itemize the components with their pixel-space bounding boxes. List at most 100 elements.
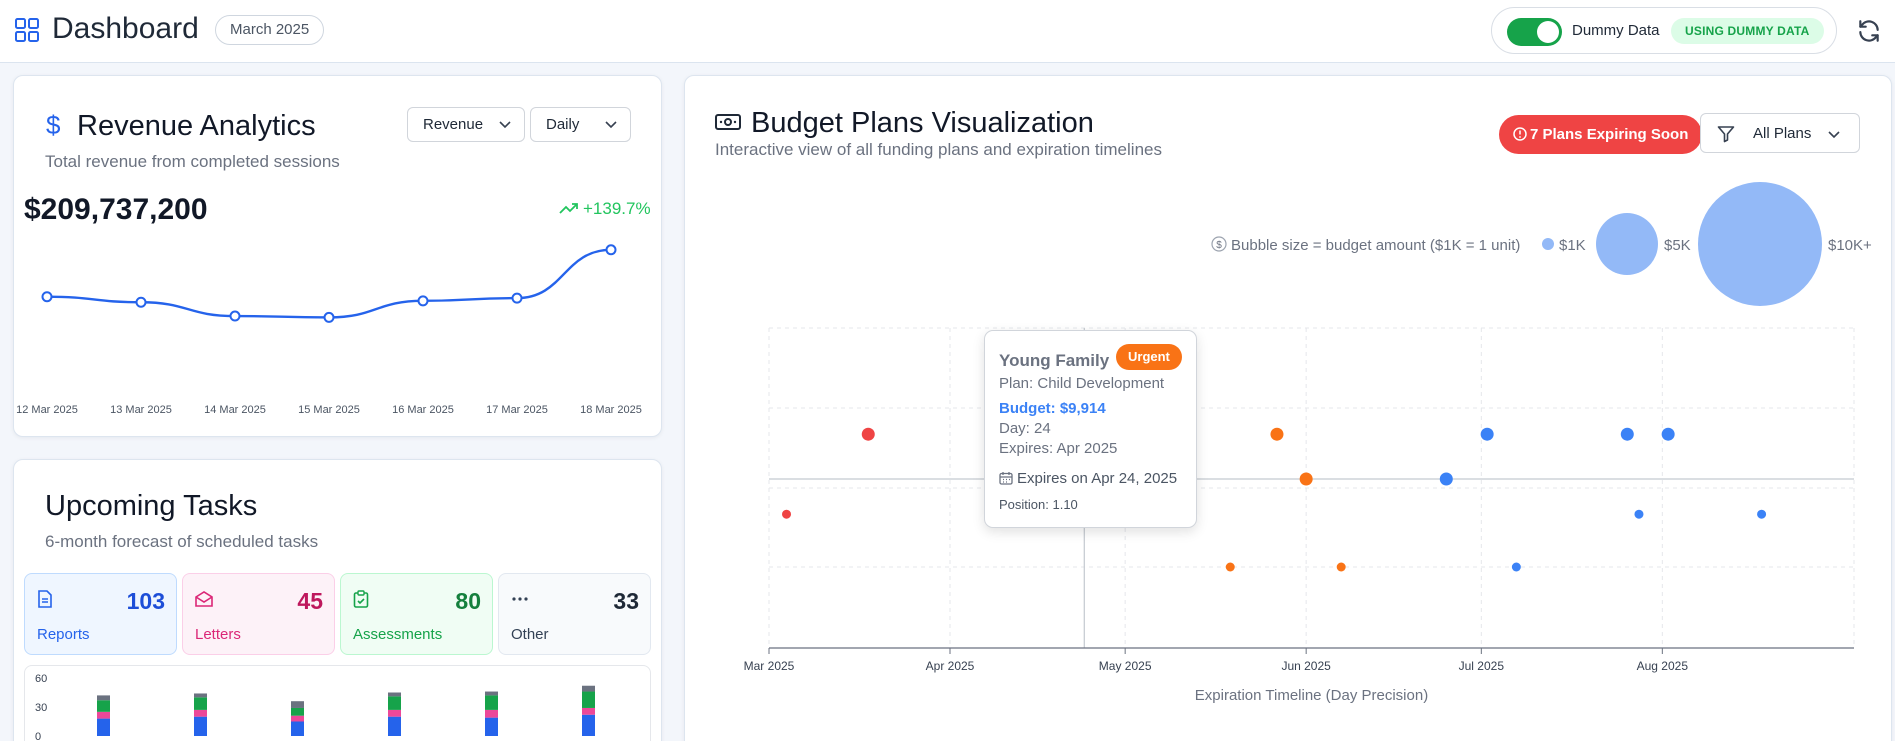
refresh-icon[interactable] <box>1856 18 1882 44</box>
plans-expiring-label: 7 Plans Expiring Soon <box>1530 126 1689 143</box>
toggle-knob <box>1537 21 1559 43</box>
task-bar-segment[interactable] <box>388 709 401 717</box>
revenue-title: Revenue Analytics <box>77 110 316 142</box>
plan-bubble[interactable] <box>1336 562 1346 572</box>
task-bar-segment[interactable] <box>388 692 401 697</box>
task-bar-segment[interactable] <box>194 693 207 698</box>
revenue-point[interactable] <box>511 292 523 304</box>
bubble-5k <box>1596 213 1658 275</box>
x-tick-label: 16 Mar 2025 <box>392 404 454 416</box>
clipboard-icon <box>353 590 369 613</box>
task-bar-segment[interactable] <box>582 714 595 736</box>
plan-bubble[interactable] <box>1661 427 1675 441</box>
dummy-data-label: Dummy Data <box>1572 22 1660 39</box>
revenue-line-chart: 12 Mar 2025 13 Mar 2025 14 Mar 2025 15 Mar … <box>16 244 642 416</box>
task-bar-segment[interactable] <box>582 691 595 708</box>
bubble-1k <box>1542 238 1554 250</box>
revenue-point[interactable] <box>605 244 617 256</box>
trending-up-icon <box>559 203 578 214</box>
stat-count: 33 <box>613 588 639 614</box>
more-icon <box>511 590 529 613</box>
stat-reports[interactable]: 103 Reports <box>24 573 177 655</box>
task-bar-segment[interactable] <box>582 685 595 692</box>
stat-assessments[interactable]: 80 Assessments <box>340 573 493 655</box>
task-bar-segment[interactable] <box>97 700 110 712</box>
x-tick-label: 18 Mar 2025 <box>580 404 642 416</box>
task-bar-segment[interactable] <box>485 695 498 710</box>
task-bar-segment[interactable] <box>97 718 110 736</box>
stat-letters[interactable]: 45 Letters <box>182 573 335 655</box>
revenue-point[interactable] <box>323 311 335 323</box>
task-bar-segment[interactable] <box>388 716 401 736</box>
alert-circle-icon <box>1513 127 1527 141</box>
x-tick-label: Apr 2025 <box>926 659 975 673</box>
stat-label: Assessments <box>353 626 443 643</box>
dummy-data-toggle[interactable] <box>1507 18 1562 46</box>
plan-bubble[interactable] <box>1225 562 1235 572</box>
stat-count: 80 <box>455 588 481 614</box>
x-tick-label: Aug 2025 <box>1637 659 1689 673</box>
task-bar-segment[interactable] <box>485 691 498 696</box>
revenue-point[interactable] <box>135 296 147 308</box>
page-title: Dashboard <box>52 12 199 45</box>
plan-bubble[interactable] <box>1480 427 1494 441</box>
stat-other[interactable]: 33 Other <box>498 573 651 655</box>
period-select-value: Daily <box>546 116 580 133</box>
calendar-icon <box>999 472 1013 485</box>
banknote-icon <box>715 114 741 130</box>
dashboard-icon <box>15 18 39 42</box>
task-bar-segment[interactable] <box>194 709 207 717</box>
bubble-5k-label: $5K <box>1664 237 1691 254</box>
envelope-icon <box>195 590 213 613</box>
plan-bubble[interactable] <box>1620 427 1634 441</box>
month-badge: March 2025 <box>215 15 325 45</box>
task-bar-segment[interactable] <box>97 711 110 719</box>
x-tick-label: 17 Mar 2025 <box>486 404 548 416</box>
revenue-point[interactable] <box>229 310 241 322</box>
task-bar-segment[interactable] <box>194 697 207 710</box>
plan-bubble[interactable] <box>782 509 792 519</box>
plan-bubble[interactable] <box>1439 472 1453 486</box>
plans-filter-select[interactable]: All Plans <box>1700 113 1860 153</box>
info-dollar-icon <box>1211 236 1227 252</box>
plan-bubble[interactable] <box>1634 509 1644 519</box>
period-select[interactable]: Daily <box>530 107 631 142</box>
revenue-point[interactable] <box>41 291 53 303</box>
revenue-line <box>46 248 612 319</box>
plan-bubble[interactable] <box>1511 562 1521 572</box>
plan-bubble[interactable] <box>861 427 875 441</box>
growth-value: +139.7% <box>583 199 651 218</box>
plan-bubble[interactable] <box>1270 427 1284 441</box>
task-bar-segment[interactable] <box>291 707 304 716</box>
metric-select[interactable]: Revenue <box>407 107 525 142</box>
revenue-point[interactable] <box>417 295 429 307</box>
plan-bubble[interactable] <box>1757 509 1767 519</box>
stat-label: Letters <box>195 626 241 643</box>
task-bar-segment[interactable] <box>194 716 207 736</box>
task-bar-segment[interactable] <box>291 721 304 737</box>
revenue-analytics-card: $ Revenue Analytics Total revenue from c… <box>13 75 662 437</box>
task-bar-segment[interactable] <box>485 709 498 718</box>
stat-count: 103 <box>126 588 165 614</box>
task-bar-segment[interactable] <box>291 715 304 722</box>
task-bar-segment[interactable] <box>485 717 498 736</box>
y-tick-label: 0 <box>35 731 41 741</box>
tooltip-expires-on: Expires on Apr 24, 2025 <box>999 470 1177 487</box>
chevron-down-icon <box>1828 131 1840 139</box>
bubble-1k-label: $1K <box>1559 237 1586 254</box>
task-bar-segment[interactable] <box>582 707 595 715</box>
metric-select-value: Revenue <box>423 116 484 133</box>
urgent-badge: Urgent <box>1116 344 1182 370</box>
tooltip-plan: Plan: Child Development <box>999 375 1165 392</box>
dummy-data-control: Dummy Data USING DUMMY DATA <box>1491 7 1837 54</box>
document-icon <box>37 590 53 613</box>
x-tick-label: 14 Mar 2025 <box>204 404 266 416</box>
plans-expiring-button[interactable]: 7 Plans Expiring Soon <box>1499 115 1703 154</box>
task-bar-segment[interactable] <box>388 696 401 710</box>
task-bar-segment[interactable] <box>97 695 110 701</box>
tooltip-budget: Budget: $9,914 <box>999 400 1106 417</box>
bubble-legend-text: Bubble size = budget amount ($1K = 1 uni… <box>1231 237 1520 254</box>
revenue-total: $209,737,200 <box>24 193 208 226</box>
task-bar-segment[interactable] <box>291 701 304 708</box>
plan-bubble[interactable] <box>1299 472 1313 486</box>
